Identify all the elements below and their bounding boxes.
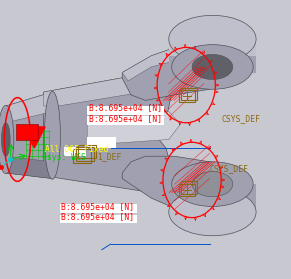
Text: B:8.695e+04 [N]: B:8.695e+04 [N] [89, 114, 162, 123]
Bar [78, 145, 96, 158]
Polygon shape [169, 39, 256, 73]
Bar [16, 124, 38, 140]
Polygon shape [6, 92, 52, 123]
Ellipse shape [0, 105, 14, 174]
Bar [179, 90, 195, 102]
Bar [60, 215, 137, 223]
Polygon shape [122, 45, 233, 100]
Polygon shape [122, 156, 233, 212]
Ellipse shape [192, 172, 233, 197]
Ellipse shape [172, 45, 253, 89]
Text: All DOF Fixed: All DOF Fixed [45, 145, 109, 154]
Bar [87, 106, 164, 115]
Polygon shape [169, 39, 256, 56]
Polygon shape [6, 92, 52, 179]
Ellipse shape [192, 54, 233, 80]
Text: B:8.695e+04 [N]: B:8.695e+04 [N] [89, 103, 162, 112]
Ellipse shape [169, 188, 256, 236]
Bar [181, 181, 197, 194]
Text: 1_DEF: 1_DEF [97, 153, 122, 162]
Polygon shape [23, 127, 45, 148]
Ellipse shape [44, 91, 60, 179]
Bar [87, 116, 164, 125]
Polygon shape [122, 45, 233, 81]
Ellipse shape [1, 123, 10, 156]
Polygon shape [169, 184, 256, 212]
Bar [64, 147, 86, 156]
Ellipse shape [172, 162, 253, 206]
Text: CSYS_DEF: CSYS_DEF [210, 164, 249, 173]
Polygon shape [87, 112, 180, 145]
Bar [73, 149, 91, 163]
Polygon shape [6, 156, 52, 179]
Bar [181, 88, 197, 100]
Text: B:8.695e+04 [N]: B:8.695e+04 [N] [61, 212, 134, 221]
Ellipse shape [169, 15, 256, 63]
Text: Csys: WCS: Csys: WCS [42, 153, 86, 162]
Bar [60, 204, 137, 213]
Polygon shape [44, 73, 175, 193]
Bar [76, 147, 94, 161]
Text: CSYS_DEF: CSYS_DEF [221, 114, 260, 123]
Polygon shape [44, 73, 175, 106]
Polygon shape [87, 112, 180, 145]
Bar [87, 137, 116, 148]
Bar [179, 184, 195, 196]
Text: B:8.695e+04 [N]: B:8.695e+04 [N] [61, 202, 134, 211]
